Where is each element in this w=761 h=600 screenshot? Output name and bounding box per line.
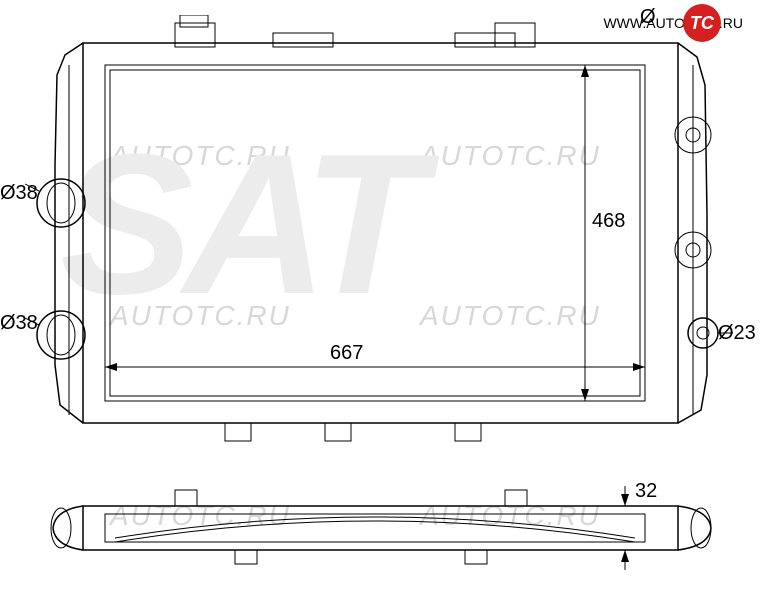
dim-thickness-label: 32 [635, 480, 657, 503]
dim-width-label: 667 [330, 342, 363, 365]
dim-d23: Ø23 [718, 322, 756, 345]
front-view [25, 15, 735, 455]
dim-d38-upper: Ø38 [0, 182, 38, 205]
dim-height-label: 468 [592, 210, 625, 233]
edge-view [25, 480, 735, 590]
diagram-canvas: AUTOTC.RU AUTOTC.RU AUTOTC.RU AUTOTC.RU … [0, 0, 761, 600]
dim-d-top: Ø [640, 6, 656, 29]
dim-d38-lower: Ø38 [0, 312, 38, 335]
